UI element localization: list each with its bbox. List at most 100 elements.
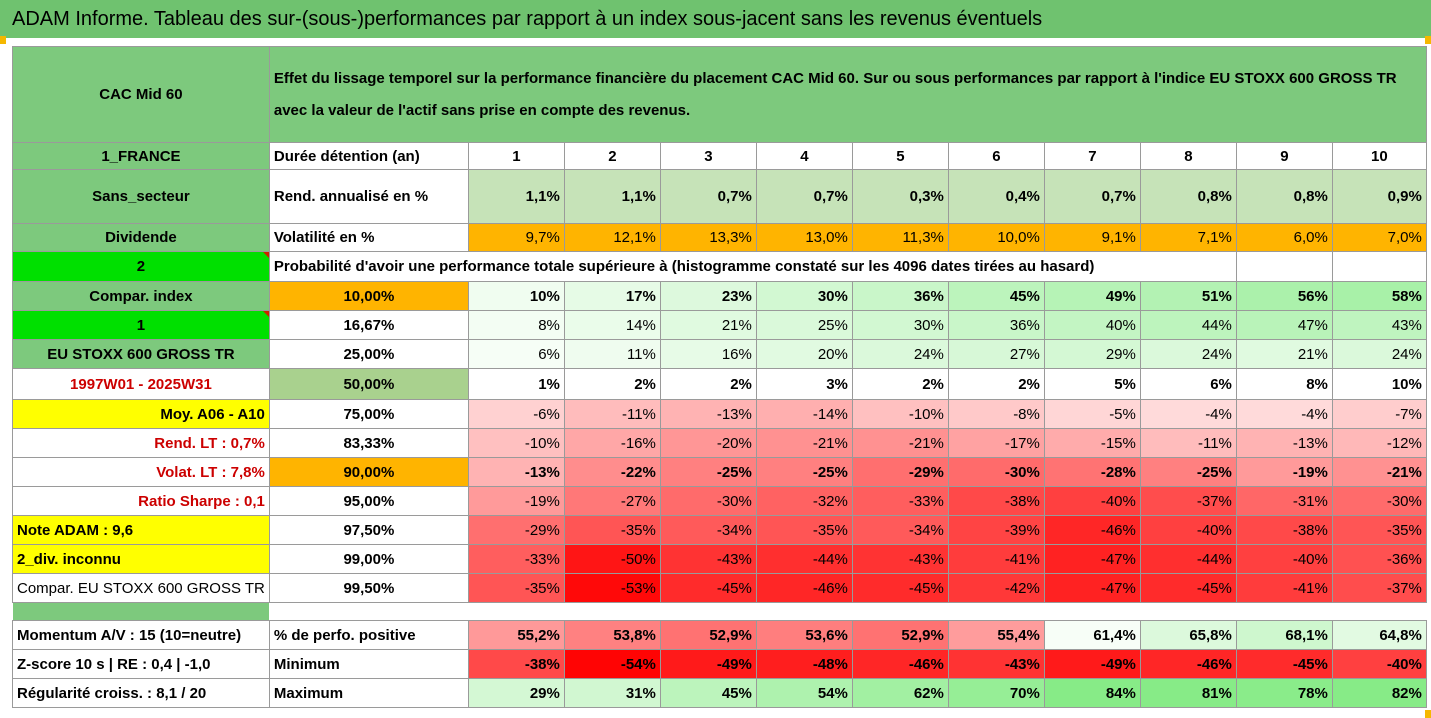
percentile-cell: -25% <box>755 457 853 487</box>
percentile-cell: -38% <box>1235 515 1333 545</box>
table-row: Ratio Sharpe : 0,1 95,00% -19% -27% -30% -32%… <box>12 486 1427 516</box>
percentile-cell: -47% <box>1043 544 1141 574</box>
percentile-value: 25,00% <box>268 339 469 369</box>
percentile-cell: 14% <box>563 310 661 340</box>
percentile-cell: -19% <box>467 486 565 516</box>
percentile-cell: -13% <box>659 399 757 429</box>
percentile-cell: 17% <box>563 281 661 311</box>
volat-value: 7,0% <box>1331 223 1427 252</box>
stat-cell: 65,8% <box>1139 620 1237 650</box>
percentile-cell: -17% <box>947 428 1045 458</box>
stat-cell: 68,1% <box>1235 620 1333 650</box>
percentile-cell: -34% <box>851 515 949 545</box>
percentile-cell: -10% <box>467 428 565 458</box>
stat-cell: -46% <box>851 649 949 679</box>
percentile-cell: 43% <box>1331 310 1427 340</box>
note-label: Note ADAM : 9,6 <box>12 515 270 545</box>
percentile-cell: 21% <box>1235 339 1333 369</box>
duree-label: Durée détention (an) <box>268 142 469 170</box>
percentile-cell: 5% <box>1043 368 1141 400</box>
report-title: ADAM Informe. Tableau des sur-(sous-)per… <box>0 0 1431 38</box>
rend-value: 0,8% <box>1139 169 1237 224</box>
number-a-cell: 2 <box>12 251 270 282</box>
percentile-value: 99,00% <box>268 544 469 574</box>
fund-name: CAC Mid 60 <box>12 46 270 143</box>
percentile-cell: 2% <box>947 368 1045 400</box>
table-row: Z-score 10 s | RE : 0,4 | -1,0 Minimum -38… <box>12 649 1427 679</box>
percentile-cell: -33% <box>851 486 949 516</box>
percentile-cell: -20% <box>659 428 757 458</box>
country-label: 1_FRANCE <box>12 142 270 170</box>
stat-cell: 54% <box>755 678 853 708</box>
percentile-cell: -29% <box>851 457 949 487</box>
rend-value: 0,7% <box>1043 169 1141 224</box>
volat-label: Volatilité en % <box>268 223 469 252</box>
volat-value: 10,0% <box>947 223 1045 252</box>
momentum-label: Momentum A/V : 15 (10=neutre) <box>12 620 270 650</box>
year-header: 6 <box>947 142 1045 170</box>
percentile-cell: -33% <box>467 544 565 574</box>
percentile-cell: -42% <box>947 573 1045 603</box>
percentile-value: 90,00% <box>268 457 469 487</box>
rend-value: 1,1% <box>563 169 661 224</box>
percentile-cell: -30% <box>947 457 1045 487</box>
compar-index-label: Compar. index <box>12 281 270 311</box>
stat-cell: 29% <box>467 678 565 708</box>
percentile-cell: -30% <box>659 486 757 516</box>
percentile-cell: -36% <box>1331 544 1427 574</box>
table-row: Moy. A06 - A10 75,00% -6% -11% -13% -14% -10% -… <box>12 399 1427 429</box>
percentile-value: 10,00% <box>268 281 469 311</box>
percentile-cell: 44% <box>1139 310 1237 340</box>
percentile-cell: 10% <box>467 281 565 311</box>
year-header: 5 <box>851 142 949 170</box>
percentile-cell: -44% <box>1139 544 1237 574</box>
percentile-cell: -21% <box>851 428 949 458</box>
year-header: 7 <box>1043 142 1141 170</box>
percentile-cell: -40% <box>1043 486 1141 516</box>
zscore-row-label: Minimum <box>268 649 469 679</box>
period-label: 1997W01 - 2025W31 <box>12 368 270 400</box>
percentile-cell: 24% <box>851 339 949 369</box>
percentile-cell: -32% <box>755 486 853 516</box>
year-header: 8 <box>1139 142 1237 170</box>
rend-value: 0,7% <box>755 169 853 224</box>
corner-marker <box>1425 36 1431 44</box>
percentile-cell: 21% <box>659 310 757 340</box>
percentile-cell: -7% <box>1331 399 1427 429</box>
percentile-cell: 40% <box>1043 310 1141 340</box>
percentile-cell: -27% <box>563 486 661 516</box>
rend-value: 1,1% <box>467 169 565 224</box>
percentile-cell: -37% <box>1331 573 1427 603</box>
stat-cell: -49% <box>1043 649 1141 679</box>
number-b-cell: 1 <box>12 310 270 340</box>
sector-label: Sans_secteur <box>12 169 270 224</box>
stat-cell: 78% <box>1235 678 1333 708</box>
percentile-cell: -46% <box>755 573 853 603</box>
rend-lt-label: Rend. LT : 0,7% <box>12 428 270 458</box>
performance-table: CAC Mid 60 Effet du lissage temporel sur… <box>12 46 1427 708</box>
table-row: EU STOXX 600 GROSS TR 25,00% 6% 11% 16% 20% 24… <box>12 339 1427 369</box>
stat-cell: -43% <box>947 649 1045 679</box>
separator-cell <box>12 602 270 621</box>
table-row: Régularité croiss. : 8,1 / 20 Maximum 29% 3… <box>12 678 1427 708</box>
year-header: 9 <box>1235 142 1333 170</box>
percentile-cell: -43% <box>851 544 949 574</box>
percentile-cell: 2% <box>563 368 661 400</box>
percentile-cell: -45% <box>659 573 757 603</box>
percentile-cell: -12% <box>1331 428 1427 458</box>
percentile-cell: -22% <box>563 457 661 487</box>
proba-label: Probabilité d'avoir une performance tota… <box>268 251 1237 282</box>
stat-cell: 52,9% <box>659 620 757 650</box>
percentile-cell: -35% <box>467 573 565 603</box>
rend-value: 0,7% <box>659 169 757 224</box>
percentile-cell: -14% <box>755 399 853 429</box>
percentile-value: 99,50% <box>268 573 469 603</box>
percentile-cell: -35% <box>755 515 853 545</box>
percentile-cell: 27% <box>947 339 1045 369</box>
percentile-cell: -53% <box>563 573 661 603</box>
table-row: 1997W01 - 2025W31 50,00% 1% 2% 2% 3% 2% 2% 5% 6% 8… <box>12 368 1427 400</box>
percentile-cell: 8% <box>1235 368 1333 400</box>
percentile-cell: 8% <box>467 310 565 340</box>
stat-cell: 62% <box>851 678 949 708</box>
rend-value: 0,9% <box>1331 169 1427 224</box>
